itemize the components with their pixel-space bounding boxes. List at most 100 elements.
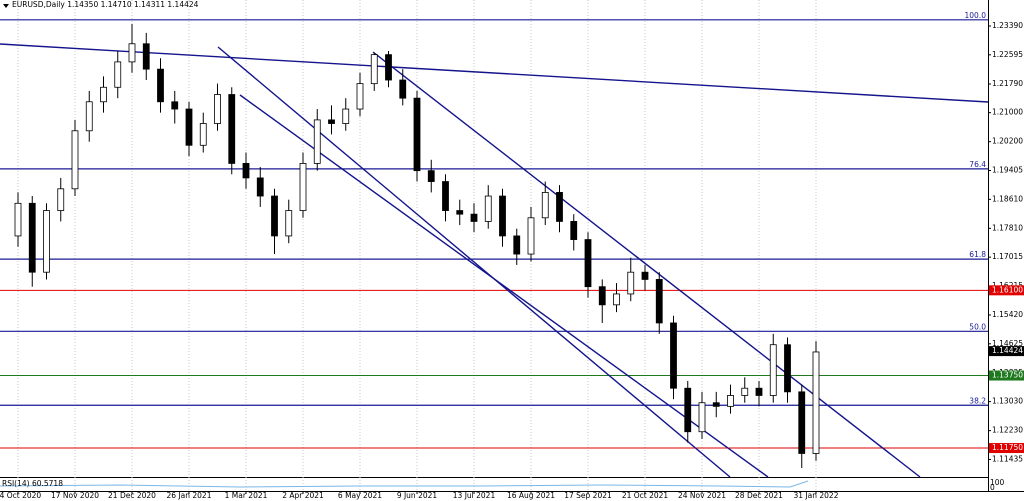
candle-body [171,101,179,110]
indicator-tick-label: 100 [990,478,1005,487]
fib-label: 61.8 [969,250,986,259]
candle-body [43,210,50,273]
candle-body [28,202,36,273]
candle-body [784,344,791,393]
candle-body [527,217,535,255]
y-tick-label: 1.14625 [992,339,1023,348]
fib-label: 76.4 [969,160,986,169]
candle-body [812,351,820,454]
x-tick-label: 16 Aug 2021 [507,491,555,500]
candle-body [499,195,506,237]
candle-body [769,344,777,396]
candle-body [256,177,264,197]
x-tick-label: 6 May 2021 [338,491,382,500]
y-tick-label: 1.18610 [992,194,1023,203]
x-tick-label: 24 Nov 2021 [678,491,726,500]
price-tag-label: 1.13750 [992,371,1023,380]
candle-body [328,119,335,124]
y-tick-label: 1.15420 [992,310,1023,319]
candle-body [556,192,563,222]
candle-body [442,181,449,211]
candle-body [342,108,350,124]
y-tick-label: 1.21790 [992,79,1023,88]
y-tick-label: 1.13030 [992,397,1023,406]
x-tick-label: 2 Apr 2021 [282,491,324,500]
candle-body [427,170,435,182]
candle-body [228,94,236,164]
candle-body [285,210,293,237]
x-tick-label: 9 Jun 2021 [397,491,438,500]
fib-label: 50.0 [969,322,986,331]
indicator-line [0,480,809,488]
trendline [372,51,921,478]
candle-body [627,271,635,295]
candle-body [299,163,307,211]
candle-body [128,43,136,63]
candle-body [185,108,193,146]
price-tag-label: 1.16100 [992,285,1023,294]
candle-body [655,279,663,324]
candle-body [157,68,164,103]
y-tick-label: 1.19405 [992,165,1023,174]
current-price-label: 1.14424 [992,346,1023,355]
price-tag [989,370,1024,381]
indicator-label: RSI(14) 60.5718 [2,479,63,488]
y-tick-label: 1.17810 [992,223,1023,232]
y-tick-label: 1.22595 [992,50,1023,59]
candle-body [242,163,250,179]
candle-body [370,54,378,85]
horizontal-lines: 100.0 76.4 61.8 50.0 38.2 [0,11,988,449]
x-tick-label: 13 Jul 2021 [453,491,496,500]
candle-body [214,94,221,124]
trendlines [0,43,989,478]
candle-body [698,402,706,433]
candle-body [541,192,549,219]
candle-body [755,387,763,396]
price-tag-label: 1.11750 [992,443,1023,452]
trendline [217,46,731,478]
chart-title: EURUSD,Daily 1.14350 1.14710 1.14311 1.1… [12,0,199,9]
candle-body [114,61,122,88]
candle-body [684,387,692,433]
candle-body [413,97,421,172]
trendline [239,94,769,478]
x-tick-label: 21 Dec 2020 [108,491,156,500]
trendline [0,43,989,103]
candle-body [470,213,478,222]
candle-body [798,391,806,454]
candle-body [613,293,620,306]
candle-body [484,195,492,222]
candle-body [271,195,278,237]
candle-body [85,101,93,132]
candle-body [142,43,150,70]
candle-body [641,271,649,280]
y-tick-label: 1.23390 [992,21,1023,30]
candle-body [14,202,22,237]
dropdown-icon[interactable] [3,4,9,8]
candle-body [570,221,578,240]
y-tick-label: 1.17015 [992,252,1023,261]
candle-body [670,322,677,389]
candle-body [385,54,392,81]
y-tick-label: 1.12230 [992,426,1023,435]
candle-body [727,395,734,407]
price-tag [989,443,1024,454]
candle-body [313,119,321,164]
current-price-tag [989,346,1024,357]
x-tick-label: 17 Nov 2020 [51,491,99,500]
x-tick-label: 28 Dec 2021 [735,491,783,500]
x-tick-label: 21 Oct 2021 [622,491,669,500]
y-tick-label: 1.20200 [992,137,1023,146]
candle-body [456,210,464,215]
candle-body [598,286,606,306]
candle-body [356,83,364,110]
candles [14,23,820,468]
candle-body [399,79,407,99]
indicator-tick-label: 0 [990,483,995,492]
x-tick-label: 14 Oct 2020 [0,491,41,500]
y-tick-label: 1.21000 [992,108,1023,117]
price-tag [989,285,1024,296]
candle-body [199,123,207,146]
x-tick-label: 1 Mar 2021 [225,491,268,500]
